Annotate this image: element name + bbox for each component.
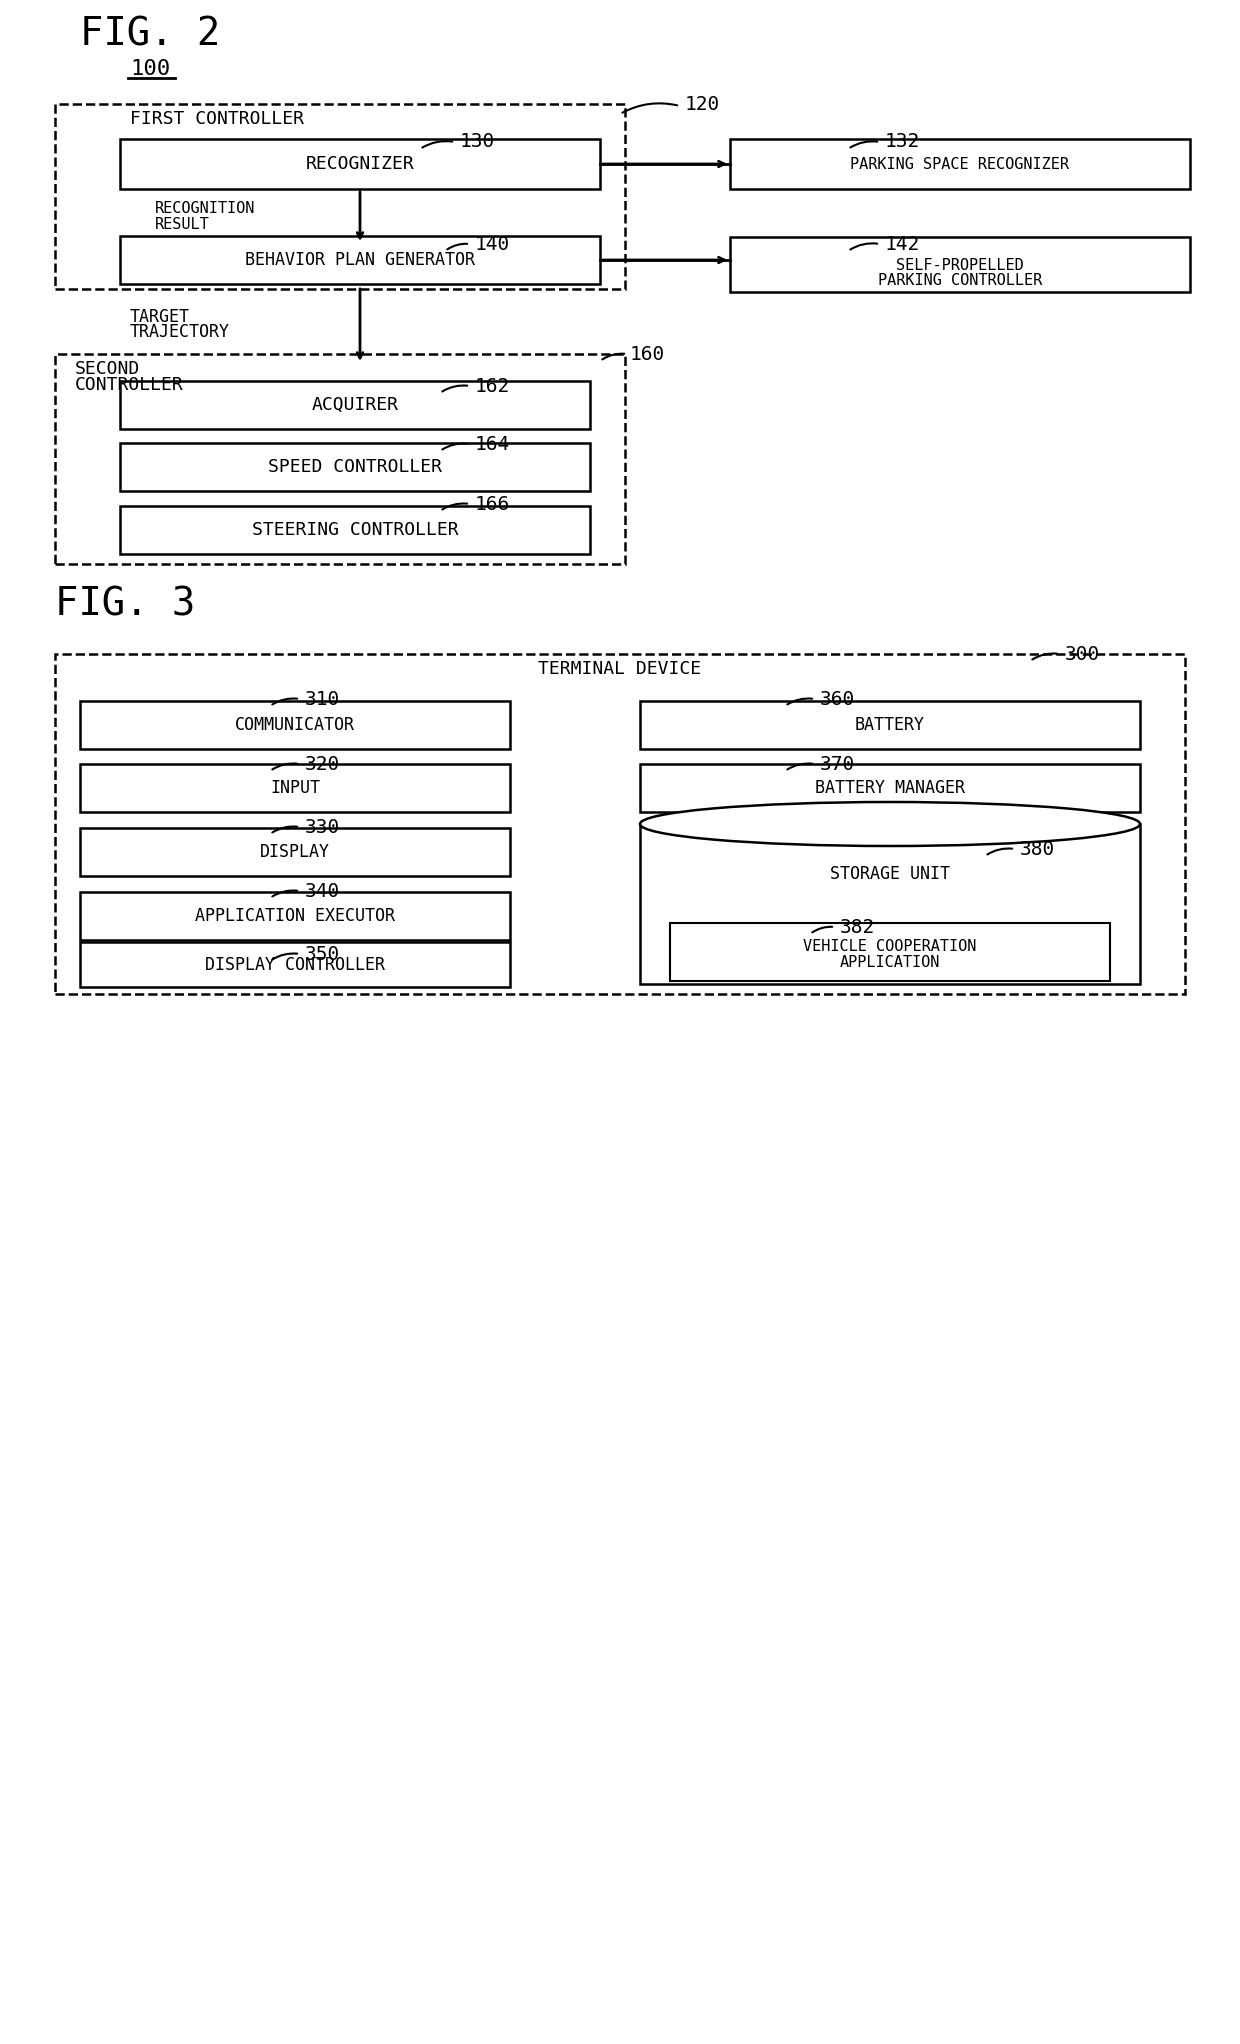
Text: 160: 160 bbox=[630, 345, 665, 364]
Text: PARKING CONTROLLER: PARKING CONTROLLER bbox=[878, 272, 1042, 288]
Text: PARKING SPACE RECOGNIZER: PARKING SPACE RECOGNIZER bbox=[851, 157, 1069, 172]
Text: FIRST CONTROLLER: FIRST CONTROLLER bbox=[130, 110, 304, 129]
FancyBboxPatch shape bbox=[81, 942, 510, 987]
FancyBboxPatch shape bbox=[640, 824, 1140, 983]
Text: 360: 360 bbox=[820, 689, 856, 709]
Text: ACQUIRER: ACQUIRER bbox=[311, 397, 398, 415]
Text: RECOGNITION: RECOGNITION bbox=[155, 200, 255, 215]
FancyBboxPatch shape bbox=[640, 701, 1140, 748]
FancyBboxPatch shape bbox=[55, 354, 625, 564]
FancyBboxPatch shape bbox=[120, 507, 590, 554]
Text: 330: 330 bbox=[305, 818, 340, 836]
Text: VEHICLE COOPERATION: VEHICLE COOPERATION bbox=[804, 938, 977, 953]
FancyBboxPatch shape bbox=[81, 828, 510, 877]
Text: 130: 130 bbox=[460, 131, 495, 151]
Text: 320: 320 bbox=[305, 754, 340, 773]
FancyBboxPatch shape bbox=[81, 701, 510, 748]
Text: 370: 370 bbox=[820, 754, 856, 773]
Ellipse shape bbox=[640, 801, 1140, 846]
Text: 132: 132 bbox=[885, 131, 920, 151]
Text: TERMINAL DEVICE: TERMINAL DEVICE bbox=[538, 660, 702, 679]
FancyBboxPatch shape bbox=[81, 764, 510, 811]
FancyBboxPatch shape bbox=[640, 764, 1140, 811]
FancyBboxPatch shape bbox=[81, 891, 510, 940]
FancyBboxPatch shape bbox=[730, 237, 1190, 292]
Text: 340: 340 bbox=[305, 881, 340, 901]
Text: FIG. 3: FIG. 3 bbox=[55, 585, 195, 623]
FancyBboxPatch shape bbox=[120, 380, 590, 429]
Text: TRAJECTORY: TRAJECTORY bbox=[130, 323, 229, 341]
Text: 166: 166 bbox=[475, 495, 510, 513]
Text: STEERING CONTROLLER: STEERING CONTROLLER bbox=[252, 521, 459, 540]
Text: 300: 300 bbox=[1065, 644, 1100, 664]
Text: BATTERY: BATTERY bbox=[856, 715, 925, 734]
Text: RESULT: RESULT bbox=[155, 217, 210, 231]
Text: 140: 140 bbox=[475, 235, 510, 253]
Text: RECOGNIZER: RECOGNIZER bbox=[305, 155, 414, 174]
Text: 382: 382 bbox=[839, 918, 875, 936]
Text: BEHAVIOR PLAN GENERATOR: BEHAVIOR PLAN GENERATOR bbox=[246, 251, 475, 270]
Text: 164: 164 bbox=[475, 435, 510, 454]
Text: SECOND: SECOND bbox=[74, 360, 140, 378]
Text: CONTROLLER: CONTROLLER bbox=[74, 376, 184, 394]
Text: SELF-PROPELLED: SELF-PROPELLED bbox=[897, 258, 1024, 272]
Text: DISPLAY: DISPLAY bbox=[260, 842, 330, 861]
Text: 142: 142 bbox=[885, 235, 920, 253]
FancyBboxPatch shape bbox=[120, 235, 600, 284]
FancyBboxPatch shape bbox=[730, 139, 1190, 188]
Text: APPLICATION EXECUTOR: APPLICATION EXECUTOR bbox=[195, 908, 396, 926]
Text: 100: 100 bbox=[130, 59, 170, 80]
Text: 310: 310 bbox=[305, 689, 340, 709]
Text: 380: 380 bbox=[1021, 840, 1055, 858]
FancyBboxPatch shape bbox=[670, 924, 1110, 981]
Text: FIG. 2: FIG. 2 bbox=[81, 14, 221, 53]
Text: COMMUNICATOR: COMMUNICATOR bbox=[236, 715, 355, 734]
Text: TARGET: TARGET bbox=[130, 309, 190, 325]
Text: STORAGE UNIT: STORAGE UNIT bbox=[830, 865, 950, 883]
Text: BATTERY MANAGER: BATTERY MANAGER bbox=[815, 779, 965, 797]
Text: INPUT: INPUT bbox=[270, 779, 320, 797]
FancyBboxPatch shape bbox=[120, 444, 590, 491]
FancyBboxPatch shape bbox=[55, 104, 625, 288]
FancyBboxPatch shape bbox=[55, 654, 1185, 993]
Text: 350: 350 bbox=[305, 944, 340, 963]
FancyBboxPatch shape bbox=[120, 139, 600, 188]
Text: APPLICATION: APPLICATION bbox=[839, 955, 940, 969]
Text: 120: 120 bbox=[684, 94, 720, 114]
Text: DISPLAY CONTROLLER: DISPLAY CONTROLLER bbox=[205, 957, 384, 975]
Text: 162: 162 bbox=[475, 376, 510, 394]
Text: SPEED CONTROLLER: SPEED CONTROLLER bbox=[268, 458, 441, 476]
